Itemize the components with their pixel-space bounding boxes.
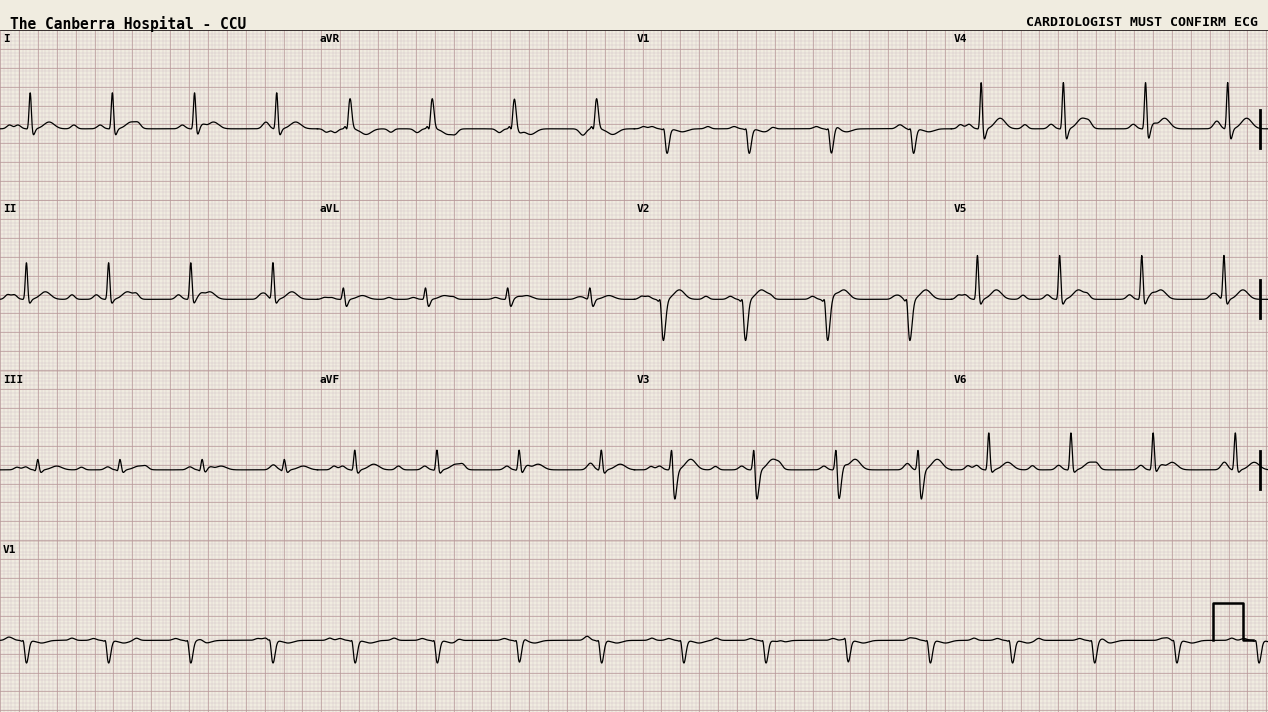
Text: V5: V5 — [954, 204, 967, 214]
Text: aVR: aVR — [320, 34, 340, 44]
Text: V3: V3 — [637, 375, 650, 385]
Text: CARDIOLOGIST MUST CONFIRM ECG: CARDIOLOGIST MUST CONFIRM ECG — [1026, 16, 1258, 28]
Text: III: III — [3, 375, 23, 385]
Text: V1: V1 — [637, 34, 650, 44]
Text: V1: V1 — [3, 545, 16, 555]
Text: V4: V4 — [954, 34, 967, 44]
Text: II: II — [3, 204, 16, 214]
Text: V6: V6 — [954, 375, 967, 385]
Text: aVL: aVL — [320, 204, 340, 214]
Text: The Canberra Hospital - CCU: The Canberra Hospital - CCU — [10, 16, 246, 31]
Text: V2: V2 — [637, 204, 650, 214]
Text: I: I — [3, 34, 10, 44]
Text: aVF: aVF — [320, 375, 340, 385]
